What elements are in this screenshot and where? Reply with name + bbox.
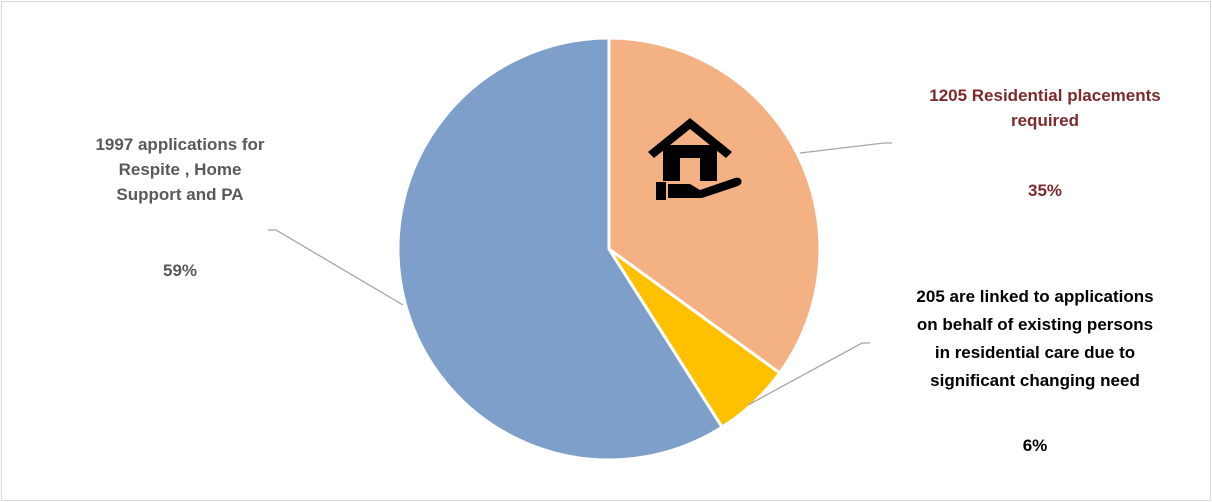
slice-label: 205 are linked to applications on behalf… xyxy=(916,287,1154,390)
value-label: 35% xyxy=(1027,181,1063,200)
slice-label: 1205 Residential placements required xyxy=(929,86,1161,130)
house-icon xyxy=(648,118,742,200)
pie-slice xyxy=(396,36,725,462)
slice-label: 1997 applications for Respite , Home Sup… xyxy=(95,135,265,204)
pie-slice xyxy=(607,36,822,376)
value-label: 59% xyxy=(162,261,198,280)
leader-line xyxy=(799,142,892,154)
value-label: 6% xyxy=(1022,436,1048,455)
leader-line xyxy=(747,342,870,406)
leader-line xyxy=(268,229,404,306)
